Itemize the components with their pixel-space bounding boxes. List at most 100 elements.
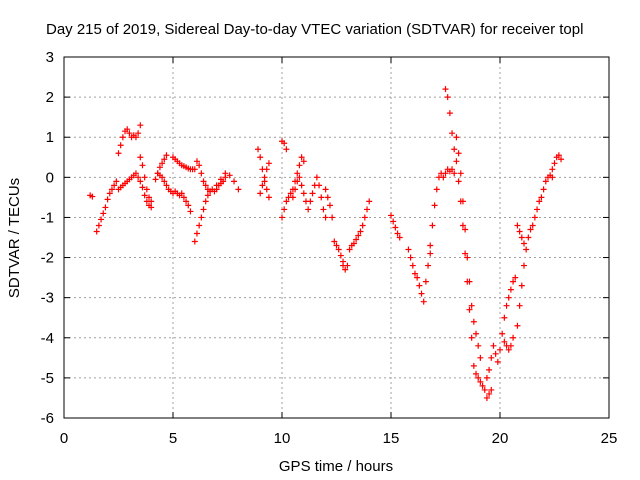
data-point: [281, 140, 288, 147]
data-point: [501, 314, 508, 321]
data-point: [322, 214, 329, 221]
data-point: [486, 366, 493, 373]
data-point: [425, 262, 432, 269]
data-point: [527, 226, 534, 233]
data-point: [139, 184, 146, 191]
data-point: [292, 186, 299, 193]
data-point: [518, 234, 525, 241]
data-point: [466, 278, 473, 285]
data-point: [298, 154, 305, 161]
data-point: [514, 322, 521, 329]
data-point: [418, 290, 425, 297]
data-point: [468, 302, 475, 309]
data-point: [283, 146, 290, 153]
y-tick-label: -3: [41, 290, 54, 307]
data-point: [520, 262, 527, 269]
data-point: [473, 330, 480, 337]
data-point: [135, 174, 142, 181]
data-point: [135, 130, 142, 137]
data-point: [185, 202, 192, 209]
data-point: [333, 242, 340, 249]
data-point: [202, 198, 209, 205]
data-point: [289, 194, 296, 201]
data-point: [470, 362, 477, 369]
data-point: [505, 346, 512, 353]
y-tick-label: 1: [46, 129, 54, 146]
data-point: [337, 252, 344, 259]
y-tick-label: 2: [46, 89, 54, 106]
data-point: [329, 214, 336, 221]
data-point: [196, 162, 203, 169]
data-point: [163, 152, 170, 159]
data-point: [481, 386, 488, 393]
data-point: [355, 232, 362, 239]
data-point: [483, 394, 490, 401]
data-point: [117, 142, 124, 149]
data-point: [300, 158, 307, 165]
y-tick-labels: 3 2 1 0 -1 -2 -3 -4 -5 -6: [41, 49, 54, 427]
data-point: [507, 286, 514, 293]
data-point: [183, 198, 190, 205]
data-point: [516, 228, 523, 235]
data-point: [226, 172, 233, 179]
data-point: [93, 228, 100, 235]
data-point: [540, 186, 547, 193]
data-point: [300, 190, 307, 197]
data-point: [518, 282, 525, 289]
data-point: [200, 206, 207, 213]
data-point: [146, 194, 153, 201]
data-point: [529, 222, 536, 229]
data-point: [542, 178, 549, 185]
data-point: [132, 134, 139, 141]
data-point: [364, 206, 371, 213]
data-point: [361, 214, 368, 221]
data-point: [132, 170, 139, 177]
data-point: [503, 302, 510, 309]
data-point: [108, 186, 115, 193]
y-tick-label: -2: [41, 250, 54, 267]
data-point: [298, 182, 305, 189]
data-point: [549, 174, 556, 181]
data-point: [331, 238, 338, 245]
data-point: [193, 158, 200, 165]
data-point: [464, 254, 471, 261]
data-point: [217, 176, 224, 183]
data-point: [320, 206, 327, 213]
y-tick-label: -6: [41, 410, 54, 427]
data-point: [420, 298, 427, 305]
data-point: [446, 110, 453, 117]
data-point: [98, 216, 105, 223]
data-point: [335, 246, 342, 253]
data-point: [366, 198, 373, 205]
data-point: [455, 178, 462, 185]
data-point: [309, 190, 316, 197]
data-point: [353, 236, 360, 243]
data-point: [344, 262, 351, 269]
data-point: [470, 318, 477, 325]
data-point: [451, 146, 458, 153]
data-point: [514, 222, 521, 229]
data-point: [510, 334, 517, 341]
data-point: [159, 160, 166, 167]
data-point: [427, 242, 434, 249]
data-point: [119, 134, 126, 141]
x-tick-label: 25: [601, 430, 618, 447]
data-point: [488, 386, 495, 393]
data-point: [141, 192, 148, 199]
data-point: [479, 382, 486, 389]
data-point: [459, 198, 466, 205]
data-point: [102, 204, 109, 211]
data-point: [296, 162, 303, 169]
data-point: [516, 302, 523, 309]
data-point: [322, 186, 329, 193]
data-point: [483, 374, 490, 381]
data-point: [346, 246, 353, 253]
data-point: [416, 282, 423, 289]
data-point: [442, 86, 449, 93]
data-point: [187, 208, 194, 215]
data-point: [156, 164, 163, 171]
data-point: [538, 194, 545, 201]
data-point: [497, 346, 503, 353]
data-point: [555, 152, 562, 159]
data-point: [137, 178, 144, 185]
